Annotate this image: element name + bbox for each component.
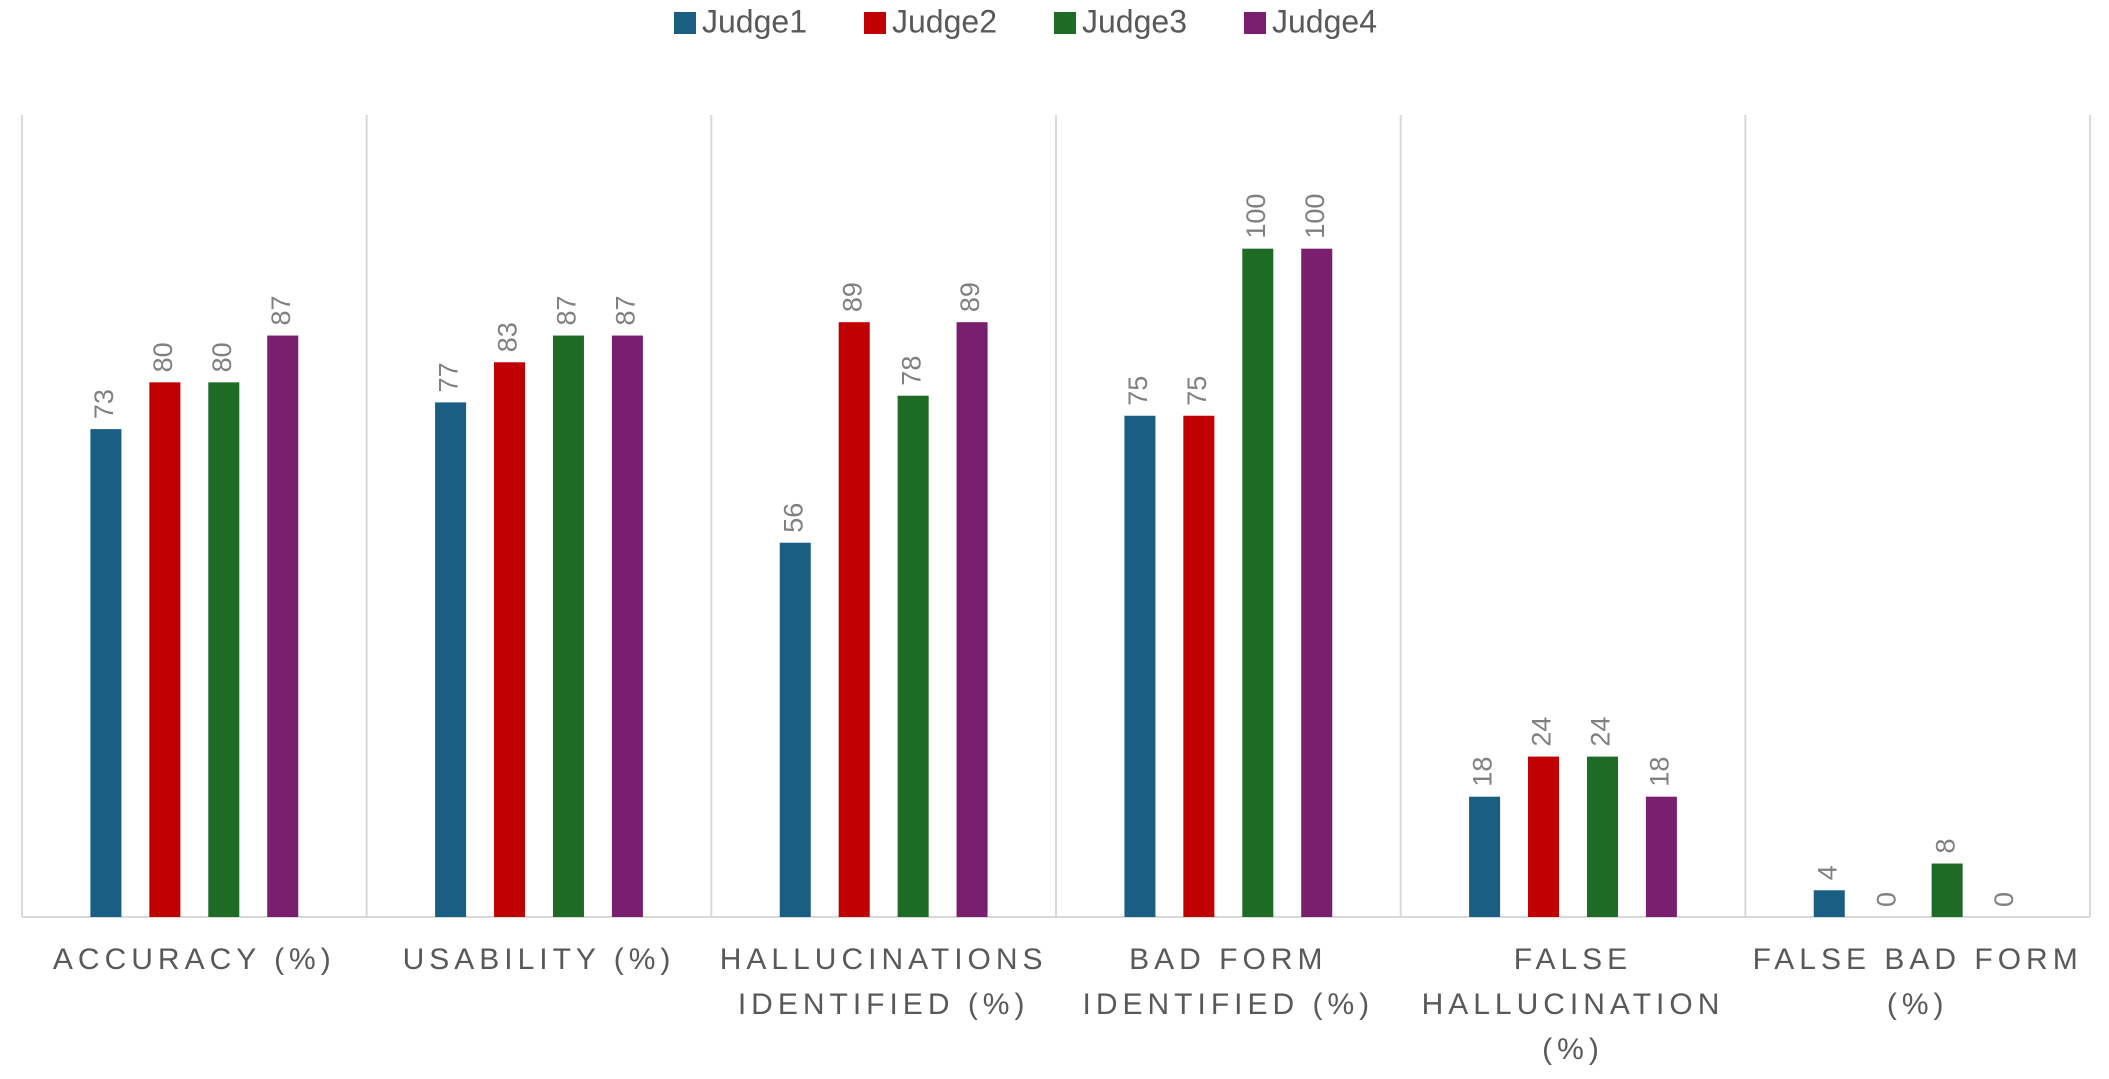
x-tick-label-box: BAD FORM IDENTIFIED (%) (1082, 943, 1375, 1021)
x-tick-label: ACCURACY (%) (52, 943, 336, 976)
value-label: 89 (837, 282, 867, 312)
bar (1645, 796, 1677, 917)
bar (1813, 890, 1845, 917)
bar (779, 542, 811, 917)
value-label: 24 (1527, 717, 1557, 747)
legend-label: Judge1 (702, 3, 807, 39)
bar (1124, 415, 1156, 917)
x-tick-label: FALSE BAD FORM (%) (1752, 943, 2083, 1021)
value-label: 24 (1586, 717, 1616, 747)
value-label: 87 (611, 296, 641, 326)
x-tick-label-box: USABILITY (%) (402, 943, 676, 976)
value-label: 83 (493, 322, 523, 352)
bar (897, 395, 929, 917)
value-label: 0 (1871, 892, 1901, 907)
bar (1242, 248, 1274, 917)
value-label: 78 (896, 356, 926, 386)
x-tick-label-box: HALLUCINATIONS IDENTIFIED (%) (719, 943, 1048, 1021)
legend-swatch (1244, 12, 1266, 34)
value-label: 8 (1930, 839, 1960, 854)
x-tick-label-box: FALSE BAD FORM (%) (1752, 943, 2083, 1021)
bar (208, 382, 240, 917)
value-label: 77 (434, 362, 464, 392)
value-label: 0 (1989, 892, 2019, 907)
legend-swatch (1054, 12, 1076, 34)
bar (267, 335, 299, 917)
legend-label: Judge2 (892, 3, 997, 39)
bar (90, 429, 122, 917)
x-tick-label-box: FALSE HALLUCINATION (%) (1421, 943, 1725, 1066)
bar (1586, 756, 1618, 917)
x-tick-label: HALLUCINATIONS IDENTIFIED (%) (719, 943, 1048, 1021)
value-label: 80 (148, 342, 178, 372)
bar (435, 402, 467, 918)
legend-swatch (674, 12, 696, 34)
bar (838, 322, 870, 917)
legend-swatch (864, 12, 886, 34)
x-tick-label: BAD FORM IDENTIFIED (%) (1082, 943, 1375, 1021)
x-tick-label-box: ACCURACY (%) (52, 943, 336, 976)
bar (1301, 248, 1333, 917)
bar (149, 382, 181, 917)
value-label: 56 (778, 503, 808, 533)
value-label: 73 (89, 389, 119, 419)
bar (1469, 796, 1501, 917)
value-label: 18 (1468, 757, 1498, 787)
value-label: 100 (1300, 194, 1330, 239)
legend-label: Judge3 (1082, 3, 1187, 39)
bar (1931, 863, 1963, 917)
value-label: 89 (955, 282, 985, 312)
value-label: 18 (1645, 757, 1675, 787)
value-label: 75 (1123, 376, 1153, 406)
bar (494, 362, 526, 917)
value-label: 87 (552, 296, 582, 326)
legend-label: Judge4 (1272, 3, 1377, 39)
x-tick-label: FALSE HALLUCINATION (%) (1421, 943, 1725, 1066)
value-label: 4 (1812, 865, 1842, 880)
bar (611, 335, 643, 917)
x-tick-label: USABILITY (%) (402, 943, 676, 976)
value-label: 100 (1241, 194, 1271, 239)
bar (552, 335, 584, 917)
bar (1183, 415, 1215, 917)
value-label: 87 (266, 296, 296, 326)
value-label: 75 (1182, 376, 1212, 406)
value-label: 80 (207, 342, 237, 372)
bar (1528, 756, 1560, 917)
bar (956, 322, 988, 917)
